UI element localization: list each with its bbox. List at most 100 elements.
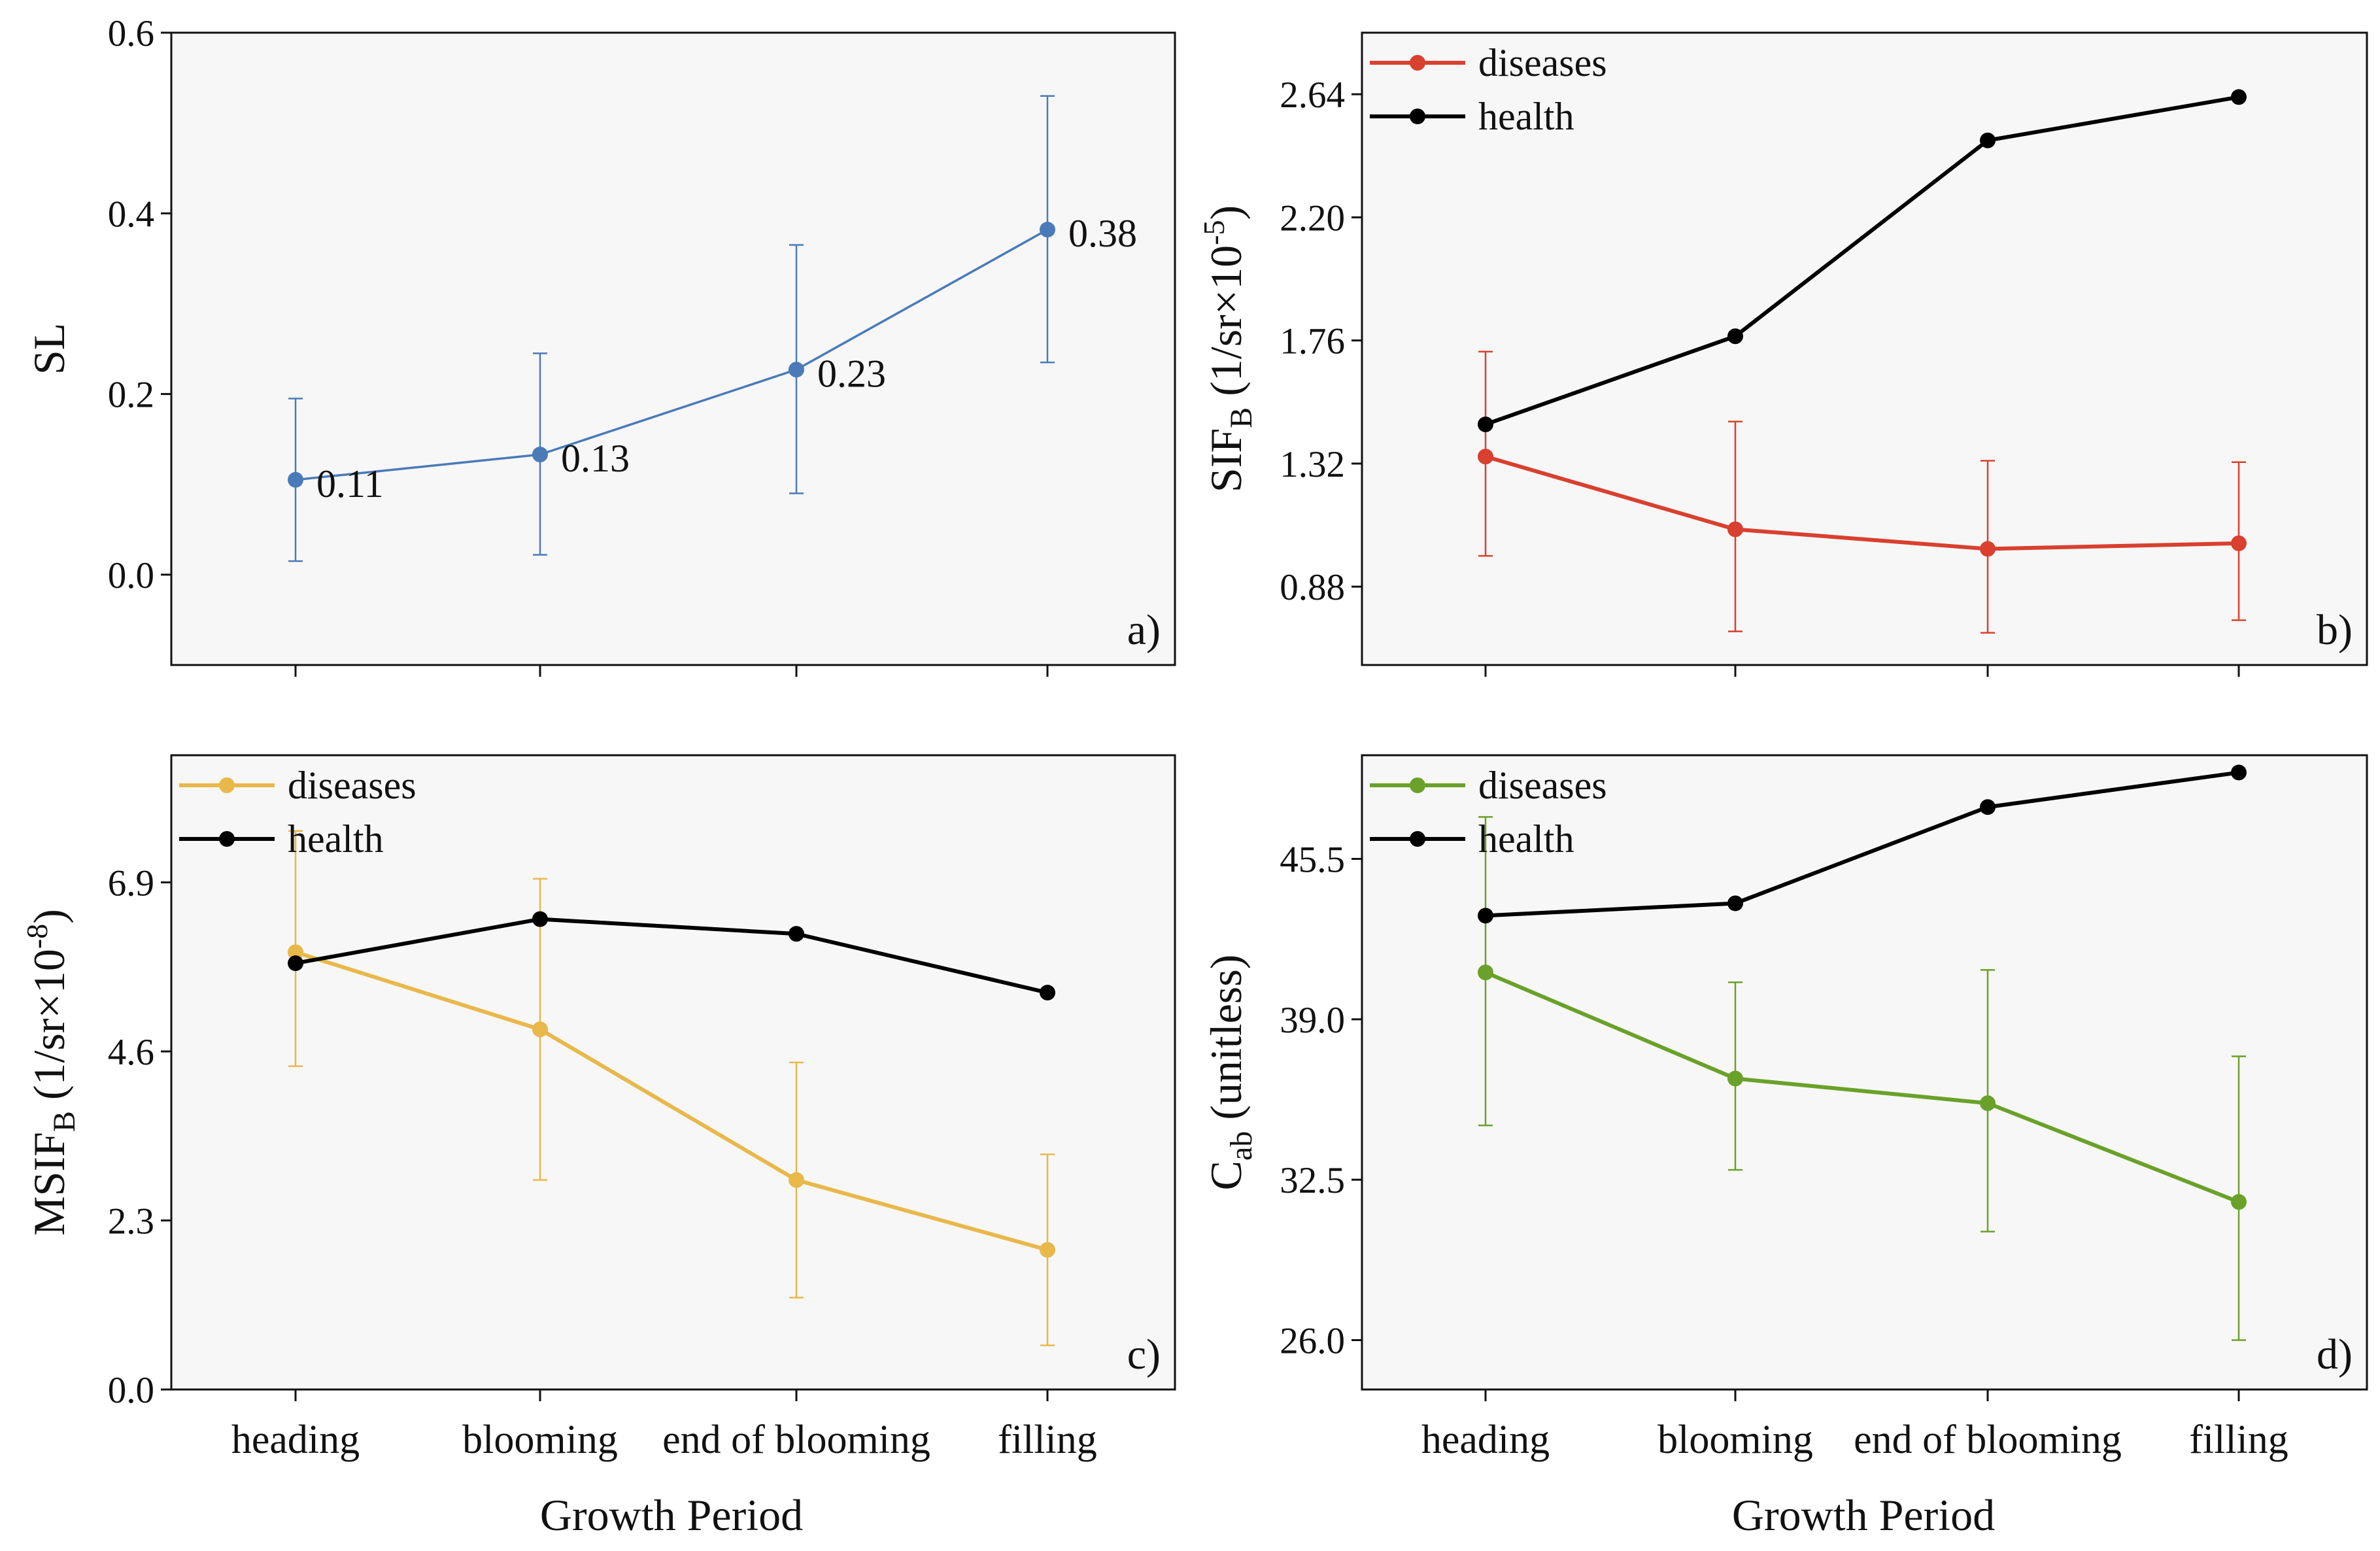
panel-c-x-tick-label: end of blooming <box>662 1418 930 1462</box>
panel-c-y-tick-label: 4.6 <box>108 1032 154 1073</box>
panel-c-y-tick-label: 2.3 <box>108 1201 154 1242</box>
panel-c-y-tick-label: 0.0 <box>108 1370 154 1411</box>
panel-d-legend-label: health <box>1478 817 1574 861</box>
panel-c-chart: 0.0 2.3 4.6 6.9 heading blooming end of bloomi… <box>20 754 1176 1462</box>
panel-b-health-point <box>1980 132 1996 148</box>
panel-b-y-tick-label: 0.88 <box>1280 567 1345 608</box>
panel-d-panel-letter: d) <box>2317 1331 2353 1378</box>
panel-b-y-axis-title-main: SIF <box>1201 428 1251 492</box>
x-axis-title-right: Growth Period <box>1732 1490 1995 1540</box>
panel-b-diseases-point <box>1478 449 1493 465</box>
panel-c-diseases-point <box>1040 1242 1055 1258</box>
panel-b-legend-swatch-marker <box>1410 109 1425 124</box>
panel-d-y-axis-title: Cab (unitless) <box>1201 955 1259 1191</box>
panel-c-diseases-point <box>288 944 303 961</box>
panel-d-health-point <box>1980 799 1996 815</box>
panel-b-legend-label: health <box>1478 95 1574 138</box>
panel-b-y-axis-title-sub: B <box>1224 407 1259 428</box>
panel-a-sl-point <box>789 362 804 378</box>
panel-a-plot-area <box>170 31 1176 666</box>
panel-d-x-tick-label: end of blooming <box>1854 1418 2122 1462</box>
panel-d-health-point <box>1727 895 1743 912</box>
panel-c-panel-letter: c) <box>1127 1331 1161 1378</box>
panel-d-health-line <box>1485 770 2239 918</box>
panel-a-sl-line <box>295 228 1048 481</box>
panel-b-health-point <box>2231 89 2247 105</box>
panel-c-diseases-line <box>295 950 1048 1252</box>
panel-d-diseases-point <box>1727 1070 1743 1087</box>
panel-c-x-tick-label: blooming <box>462 1418 618 1462</box>
panel-c-legend-label: diseases <box>288 764 416 807</box>
panel-d-x-tick-label: filling <box>2189 1418 2288 1462</box>
panel-b-health-point <box>1478 417 1493 433</box>
panel-c-y-axis-title-sub: B <box>47 1111 82 1132</box>
panel-d-x-tick-label: blooming <box>1658 1418 1813 1462</box>
panel-c-legend-swatch-marker <box>219 831 235 847</box>
panel-c-plot-area <box>170 754 1176 1391</box>
panel-b-diseases-point <box>2231 535 2247 551</box>
panel-a-sl-data-label: 0.13 <box>561 437 630 480</box>
panel-d-y-axis-title-sub: ab <box>1224 1131 1259 1161</box>
panel-c-health-point <box>789 926 804 942</box>
panel-b-diseases-line <box>1485 454 2239 551</box>
panel-a-y-tick-label: 0.6 <box>108 13 154 54</box>
panel-c-health-line <box>295 917 1048 995</box>
panel-b-health-point <box>1727 328 1743 345</box>
panel-d-y-tick-label: 45.5 <box>1280 840 1345 881</box>
panel-c-x-tick-label: filling <box>998 1418 1097 1462</box>
x-axis-titles: Growth Period Growth Period <box>540 1490 1995 1540</box>
panel-a-sl-data-label: 0.23 <box>817 352 886 395</box>
panel-d-diseases-line <box>1484 970 2240 1204</box>
panel-d-y-tick-label: 39.0 <box>1280 1000 1345 1041</box>
panel-b-panel-letter: b) <box>2317 606 2353 654</box>
panel-c-y-axis-title-end: ) <box>24 909 74 924</box>
panel-c-legend-label: health <box>288 817 384 861</box>
panel-b-diseases-point <box>1727 521 1743 537</box>
panel-b-y-tick-label: 2.64 <box>1280 75 1345 116</box>
panel-b-health-line <box>1485 95 2239 426</box>
panel-b-y-axis-title-rest: (1/sr×10 <box>1201 245 1251 407</box>
panel-a-y-tick-label: 0.0 <box>108 555 154 596</box>
panel-d-legend-swatch-marker <box>1410 831 1425 847</box>
panel-d-y-tick-label: 32.5 <box>1280 1160 1345 1201</box>
panel-b-legend-swatch-marker <box>1410 55 1425 71</box>
panel-c-y-axis-title-main: MSIF <box>24 1132 74 1236</box>
panel-d-legend-label: diseases <box>1478 764 1607 807</box>
panel-d-plot-area <box>1361 754 2368 1391</box>
panel-c-y-tick-label: 6.9 <box>108 862 154 904</box>
panel-b-y-axis-title: SIFB (1/sr×10-5) <box>1197 205 1259 492</box>
panel-d-y-axis-title-main: C <box>1201 1161 1251 1190</box>
panel-b-y-axis-title-sup: -5 <box>1197 220 1231 245</box>
panel-a-chart: 0.0 0.2 0.4 0.6 SL a) 0.11 0.13 0.23 0.38 <box>24 13 1176 677</box>
panel-a-sl-point <box>288 471 303 488</box>
panel-c-diseases-point <box>789 1172 804 1188</box>
panel-b-y-tick-label: 2.20 <box>1280 197 1345 239</box>
panel-b-legend-label: diseases <box>1478 41 1607 84</box>
panel-d-health-point <box>1478 908 1493 924</box>
panel-c-health-point <box>532 911 548 927</box>
panel-d-diseases-point <box>1980 1095 1996 1112</box>
panel-a-y-axis-title: SL <box>24 323 74 375</box>
panel-c-y-axis-title-sup: -8 <box>20 924 54 949</box>
panel-a-sl-point <box>1040 222 1055 238</box>
x-axis-title-left: Growth Period <box>540 1490 803 1540</box>
panel-c-health-point <box>1040 985 1055 1001</box>
panel-b-y-tick-label: 1.32 <box>1280 444 1345 485</box>
panel-d-diseases-point <box>2231 1194 2247 1210</box>
panel-b-chart: 0.88 1.32 1.76 2.20 2.64 SIFB (1/sr×10-5) b) di… <box>1197 31 2368 677</box>
panel-a-sl-point <box>532 447 548 463</box>
panel-d-diseases-point <box>1478 964 1493 981</box>
panel-b-y-tick-label: 1.76 <box>1280 321 1345 362</box>
panel-d-health-point <box>2231 764 2247 781</box>
panel-b-diseases-point <box>1980 541 1996 557</box>
panel-c-x-tick-label: heading <box>231 1418 360 1462</box>
panel-a-sl-data-label: 0.11 <box>316 462 384 505</box>
panel-a-y-tick-label: 0.4 <box>108 194 154 235</box>
panel-b-y-axis-title-end: ) <box>1201 205 1251 220</box>
panel-b-plot-area <box>1361 31 2368 666</box>
panel-c-legend-swatch-marker <box>219 777 235 793</box>
panel-d-y-axis-title-rest: (unitless) <box>1201 955 1251 1131</box>
panel-d-y-tick-label: 26.0 <box>1280 1321 1345 1362</box>
panel-d-legend-swatch-marker <box>1410 777 1425 793</box>
